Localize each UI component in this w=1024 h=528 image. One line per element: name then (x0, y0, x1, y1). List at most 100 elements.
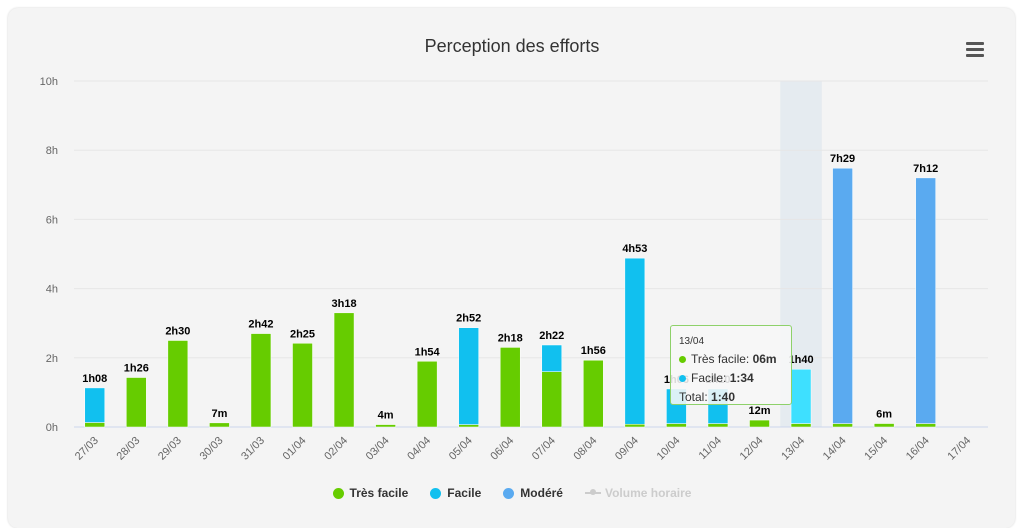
legend-item[interactable]: Modéré (503, 486, 563, 500)
bar-facile (624, 257, 646, 425)
tooltip-line-tres-facile: Très facile: 06m (679, 350, 783, 369)
x-tick-label: 01/04 (281, 435, 309, 463)
y-tick-label: 10h (40, 76, 58, 88)
data-label: 12m (748, 405, 770, 417)
x-tick-label: 17/04 (945, 435, 973, 463)
bar-tr-s-facile (333, 312, 355, 428)
x-tick-label: 05/04 (447, 435, 475, 463)
x-tick-label: 15/04 (862, 435, 890, 463)
legend-swatch (503, 487, 515, 499)
bar-tr-s-facile (167, 340, 189, 428)
bar-tr-s-facile (84, 422, 106, 428)
x-tick-label: 02/04 (322, 435, 350, 463)
bar-tr-s-facile (915, 423, 936, 428)
bar-facile (541, 344, 563, 372)
bar-tr-s-facile (624, 423, 646, 428)
y-tick-label: 0h (46, 422, 58, 434)
x-tick-label: 31/03 (239, 435, 267, 463)
chart-tooltip: 13/04 Très facile: 06m Facile: 1:34 Tota… (670, 325, 792, 405)
tooltip-label: Très facile: (691, 352, 753, 366)
bar-tr-s-facile (541, 371, 563, 428)
bar-tr-s-facile (126, 377, 147, 428)
y-tick-label: 8h (46, 145, 58, 157)
x-tick-label: 30/03 (198, 435, 226, 463)
data-label: 4m (378, 410, 394, 422)
menu-bar (966, 48, 984, 51)
x-tick-label: 27/03 (73, 435, 101, 463)
y-tick-label: 6h (46, 214, 58, 226)
x-tick-label: 29/03 (156, 435, 184, 463)
data-label: 2h30 (165, 326, 190, 338)
x-tick-label: 10/04 (655, 435, 683, 463)
chart-legend: Très facile Facile Modéré Volume horaire (0, 486, 1024, 500)
bar-mod-r- (832, 167, 853, 424)
hamburger-menu-icon[interactable] (966, 42, 984, 58)
menu-bar (966, 42, 984, 45)
x-tick-label: 09/04 (613, 435, 641, 463)
tooltip-line-total: Total: 1:40 (679, 388, 783, 407)
y-tick-label: 4h (46, 284, 58, 296)
data-label: 2h22 (539, 330, 564, 342)
tooltip-value: 06m (752, 352, 777, 366)
legend-label: Facile (447, 486, 482, 500)
x-tick-label: 08/04 (571, 435, 599, 463)
bar-tr-s-facile (458, 424, 479, 428)
legend-swatch (584, 489, 601, 495)
data-label: 2h25 (290, 328, 315, 340)
data-label: 2h42 (248, 319, 273, 331)
x-tick-label: 04/04 (405, 435, 433, 463)
bar-facile (790, 368, 812, 424)
data-label: 6m (876, 409, 892, 421)
bar-tr-s-facile (375, 424, 396, 428)
x-tick-label: 12/04 (738, 435, 766, 463)
data-label: 2h18 (498, 332, 523, 344)
legend-item[interactable]: Facile (430, 486, 481, 500)
tooltip-line-facile: Facile: 1:34 (679, 369, 783, 388)
tooltip-date: 13/04 (679, 336, 705, 347)
tooltip-label: Total: (679, 390, 712, 404)
chart-title: Perception des efforts (424, 36, 600, 56)
legend-item[interactable]: Volume horaire (584, 486, 692, 500)
data-label: 4h53 (622, 243, 647, 255)
bar-tr-s-facile (250, 333, 272, 428)
bar-tr-s-facile (209, 422, 230, 428)
tooltip-dot (679, 375, 686, 382)
data-label: 7m (211, 408, 227, 420)
y-tick-label: 2h (46, 353, 58, 365)
bar-tr-s-facile (790, 423, 812, 428)
data-label: 7h12 (913, 163, 938, 175)
data-label: 1h26 (124, 363, 149, 375)
tooltip-dot (679, 356, 686, 363)
legend-item[interactable]: Très facile (332, 486, 409, 500)
data-label: 3h18 (332, 298, 357, 310)
bar-tr-s-facile (707, 423, 729, 428)
bar-tr-s-facile (416, 361, 438, 428)
data-label: 1h56 (581, 345, 606, 357)
bar-tr-s-facile (749, 419, 770, 428)
x-tick-label: 14/04 (821, 435, 849, 463)
x-tick-label: 07/04 (530, 435, 558, 463)
legend-label: Volume horaire (604, 486, 692, 500)
data-label: 1h54 (415, 346, 441, 358)
legend-label: Très facile (349, 486, 409, 500)
x-tick-label: 03/04 (364, 435, 392, 463)
data-label: 7h29 (830, 153, 855, 165)
bar-mod-r- (915, 177, 936, 424)
bar-facile (84, 387, 106, 423)
x-tick-label: 11/04 (697, 435, 724, 462)
legend-swatch (430, 487, 442, 499)
legend-label: Modéré (520, 486, 563, 500)
x-tick-label: 28/03 (114, 435, 142, 463)
data-label: 2h52 (456, 313, 481, 325)
stacked-bar-chart: 0h 2h 4h 6h 8h 10h 1h08 27/03 1h26 28/03 2h30 29/03… (40, 76, 988, 463)
bar-facile (458, 327, 479, 425)
bar-tr-s-facile (499, 347, 521, 428)
bar-tr-s-facile (292, 343, 313, 428)
bar-tr-s-facile (873, 423, 895, 428)
x-tick-label: 06/04 (488, 435, 516, 463)
tooltip-label: Facile: (691, 371, 730, 385)
menu-bar (966, 54, 984, 57)
data-label: 1h40 (789, 354, 814, 366)
bar-tr-s-facile (832, 423, 853, 428)
data-label: 1h08 (82, 373, 107, 385)
